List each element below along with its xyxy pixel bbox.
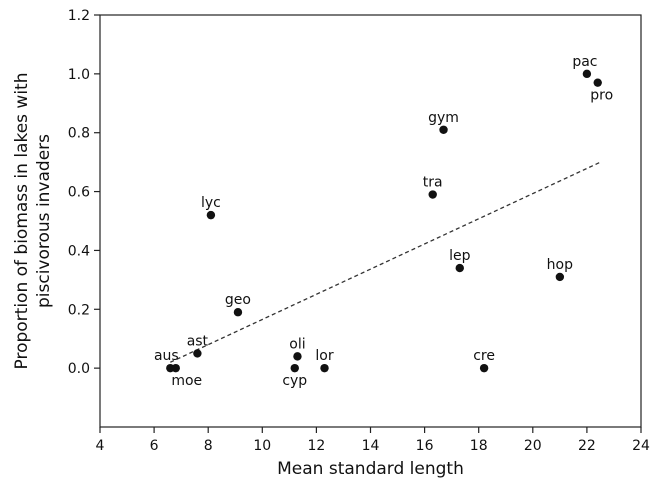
data-point-cre — [479, 363, 489, 373]
data-point-hop — [555, 272, 565, 282]
point-label-cre: cre — [473, 348, 495, 364]
x-tick-label: 20 — [524, 438, 542, 454]
data-point-lep — [455, 263, 464, 273]
point-label-aus: aus — [154, 348, 179, 364]
point-label-ast: ast — [187, 333, 209, 349]
x-tick-label: 14 — [362, 438, 380, 454]
y-tick-label: 1.2 — [68, 8, 90, 24]
x-tick-label: 16 — [416, 438, 434, 454]
y-tick-label: 0.4 — [68, 243, 90, 259]
point-label-pro: pro — [590, 88, 613, 104]
x-tick-label: 24 — [632, 438, 650, 454]
x-tick-label: 10 — [253, 438, 271, 454]
data-point-oli — [293, 352, 302, 361]
x-tick-label: 22 — [578, 438, 596, 454]
point-label-gym: gym — [428, 110, 459, 126]
data-point-gym — [439, 125, 448, 134]
x-tick-label: 4 — [96, 438, 105, 454]
x-tick-label: 6 — [150, 438, 159, 454]
point-label-lor: lor — [315, 348, 333, 364]
data-point-cyp — [290, 363, 299, 373]
point-label-geo: geo — [225, 292, 251, 308]
data-point-geo — [233, 308, 243, 317]
data-point-moe — [171, 363, 180, 373]
data-point-pac — [582, 69, 592, 79]
data-point-tra — [428, 190, 437, 199]
point-label-moe: moe — [171, 373, 202, 389]
point-label-tra: tra — [423, 175, 443, 191]
y-tick-label: 0.2 — [68, 302, 90, 318]
y-tick-label: 0.8 — [68, 126, 90, 142]
point-label-hop: hop — [547, 257, 573, 273]
x-tick-label: 8 — [204, 438, 213, 454]
x-tick-label: 12 — [307, 438, 325, 454]
data-point-ast — [193, 349, 202, 358]
trend-line — [170, 161, 601, 363]
y-axis-title-line: Proportion of biomass in lakes with — [12, 73, 32, 370]
point-label-oli: oli — [289, 336, 305, 352]
y-tick-label: 0.0 — [68, 361, 90, 377]
data-point-lyc — [206, 210, 216, 220]
x-axis-title: Mean standard length — [277, 459, 464, 479]
plot-frame — [99, 14, 642, 428]
point-label-lyc: lyc — [201, 195, 221, 211]
y-tick-label: 1.0 — [68, 67, 90, 83]
point-label-pac: pac — [572, 54, 597, 70]
data-point-lor — [320, 363, 329, 373]
data-point-pro — [593, 78, 602, 87]
y-tick-label: 0.6 — [68, 185, 90, 201]
y-axis-title-line: piscivorous invaders — [34, 134, 54, 308]
point-label-cyp: cyp — [282, 373, 307, 389]
point-label-lep: lep — [449, 248, 471, 264]
x-tick-label: 18 — [470, 438, 488, 454]
